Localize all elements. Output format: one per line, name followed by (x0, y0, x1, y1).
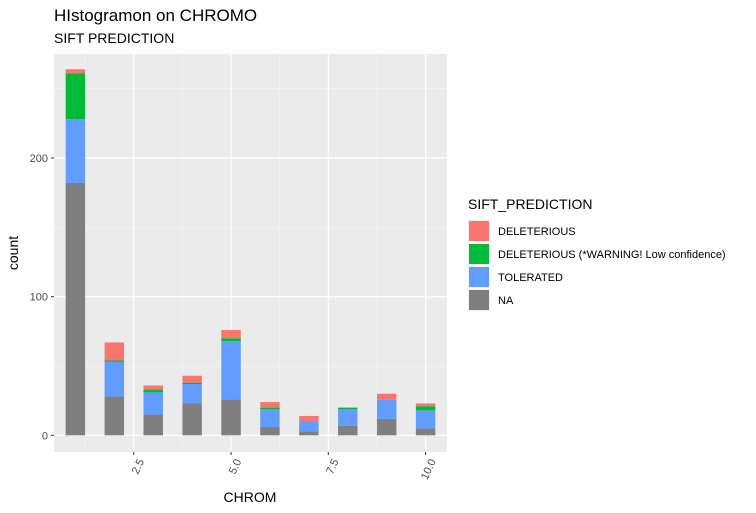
bars (65, 69, 436, 436)
bar-segment (143, 392, 163, 415)
x-axis-title: CHROM (224, 489, 277, 505)
bar-segment (299, 415, 319, 422)
bar-segment (221, 338, 241, 342)
x-tick-label: 10.0 (419, 457, 439, 481)
y-axis-title: count (5, 236, 21, 270)
x-tick-label: 5.0 (227, 457, 244, 476)
bar-segment (415, 406, 436, 411)
chart-subtitle: SIFT PREDICTION (54, 30, 174, 46)
bar-segment (299, 421, 319, 432)
bar-segment (376, 418, 397, 436)
bar-segment (376, 393, 397, 400)
bar-segment (260, 427, 280, 436)
bar-segment (143, 389, 163, 393)
y-tick-label: 200 (30, 153, 48, 165)
bar-segment (338, 407, 358, 410)
legend-label: DELETERIOUS (498, 226, 576, 238)
legend-label: TOLERATED (498, 272, 563, 284)
bar-segment (260, 409, 280, 428)
bar-segment (104, 361, 125, 397)
legend-label: DELETERIOUS (*WARNING! Low confidence) (498, 249, 726, 261)
y-tick-label: 100 (30, 292, 48, 304)
bar-segment (221, 329, 241, 339)
bar-segment (221, 341, 241, 400)
bar-segment (182, 382, 202, 385)
legend-swatch (469, 244, 489, 264)
legend: SIFT_PREDICTION DELETERIOUS DELETERIOUS (… (468, 196, 726, 311)
x-tick-label: 2.5 (130, 457, 147, 476)
legend-swatch (469, 267, 489, 287)
legend-swatch (469, 221, 489, 241)
bar-segment (143, 385, 163, 390)
y-axis: 0 100 200 (30, 153, 54, 442)
legend-title: SIFT_PREDICTION (468, 196, 592, 212)
bar-segment (338, 425, 358, 436)
bar-segment (104, 342, 125, 361)
y-tick-label: 0 (42, 430, 48, 442)
bar-segment (221, 399, 241, 436)
bar-segment (260, 407, 280, 410)
bar-segment (182, 384, 202, 404)
chart-title: HIstogramon on CHROMO (54, 6, 257, 25)
bar-segment (415, 428, 436, 436)
bar-segment (104, 396, 125, 436)
bar-segment (65, 182, 86, 436)
x-axis: 2.5 5.0 7.5 10.0 (130, 452, 439, 482)
bar-segment (65, 69, 86, 74)
bar-segment (143, 414, 163, 436)
bar-segment (338, 409, 358, 426)
bar-segment (260, 402, 280, 408)
bar-segment (104, 360, 125, 362)
bar-segment (65, 119, 86, 183)
bar-segment (415, 403, 436, 407)
legend-swatch (469, 290, 489, 310)
legend-label: NA (498, 295, 514, 307)
bar-segment (376, 399, 397, 419)
x-tick-label: 7.5 (324, 457, 341, 476)
bar-segment (65, 73, 86, 120)
bar-segment (182, 375, 202, 383)
bar-segment (415, 410, 436, 429)
bar-segment (299, 431, 319, 436)
bar-segment (182, 403, 202, 436)
minor-gridlines (54, 54, 447, 452)
